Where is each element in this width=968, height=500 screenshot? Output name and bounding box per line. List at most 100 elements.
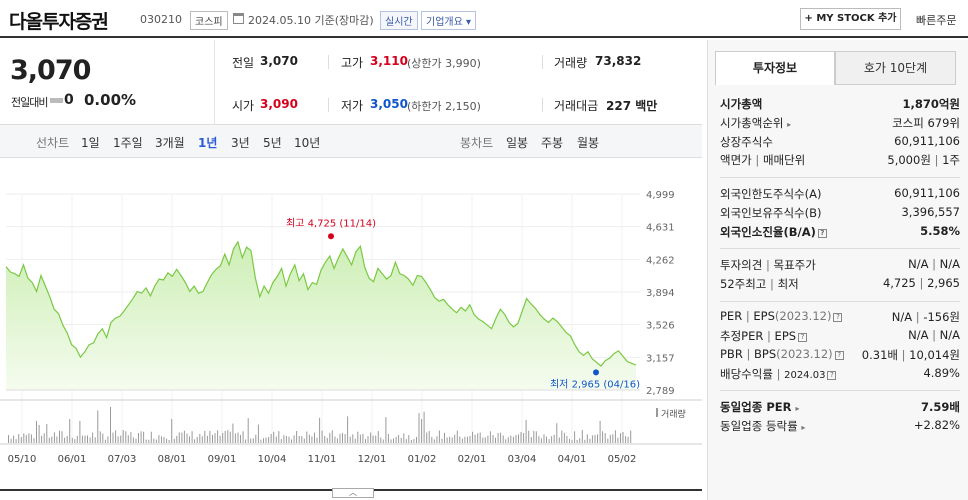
foreign-hold-row: 외국인보유주식수(B) 3,396,557 xyxy=(720,205,960,223)
rank-label[interactable]: 시가총액순위 xyxy=(720,116,784,130)
volume-bar xyxy=(326,437,328,443)
sector-per-label[interactable]: 동일업종 PER xyxy=(720,400,792,414)
prev-close-value: 3,070 xyxy=(260,54,298,68)
candle-daily[interactable]: 일봉 xyxy=(506,136,529,150)
shares-label: 상장주식수 xyxy=(720,135,773,149)
foreign-hold-value: 3,396,557 xyxy=(901,205,960,219)
candle-monthly[interactable]: 월봉 xyxy=(577,136,600,150)
quick-order-link[interactable]: 빠른주문 xyxy=(916,12,956,28)
help-icon[interactable]: ? xyxy=(798,333,808,342)
volume-bar xyxy=(372,435,374,443)
volume-bar xyxy=(505,439,507,443)
volume-bar xyxy=(627,436,629,443)
volume-bar xyxy=(163,437,165,443)
x-tick-label: 08/01 xyxy=(158,454,187,465)
est-per-value: N/A xyxy=(908,328,929,342)
pbr-row: PBR | BPS(2023.12)? 0.31배 | 10,014원 xyxy=(720,347,960,362)
volume-bar xyxy=(20,437,22,443)
volume-bar xyxy=(36,420,37,443)
volume-bar xyxy=(436,436,438,443)
help-icon[interactable]: ? xyxy=(827,371,837,380)
add-my-stock-button[interactable]: + MY STOCK 추가 xyxy=(800,8,901,30)
help-icon[interactable]: ? xyxy=(833,313,843,322)
quick-order-label: 빠른주문 xyxy=(916,14,957,27)
volume-bar xyxy=(418,413,420,443)
volume-bar xyxy=(438,430,440,443)
volume-bar xyxy=(375,435,377,443)
tab-order-book[interactable]: 호가 10단계 xyxy=(835,51,956,85)
volume-bar xyxy=(561,430,563,443)
candle-weekly[interactable]: 주봉 xyxy=(541,136,564,150)
est-per-label: 추정PER xyxy=(720,329,764,343)
volume-bar xyxy=(589,438,591,443)
volume-bar xyxy=(166,438,168,443)
volume-bar xyxy=(495,437,496,443)
realtime-button[interactable]: 실시간 xyxy=(380,11,418,30)
period-1y[interactable]: 1년 xyxy=(198,136,218,150)
max-marker xyxy=(328,233,334,240)
volume-bar xyxy=(64,437,66,443)
period-10y[interactable]: 10년 xyxy=(294,136,321,150)
volume-bar xyxy=(604,433,606,443)
chevron-up-icon: ︿ xyxy=(349,488,357,497)
x-tick-label: 12/01 xyxy=(358,454,387,465)
caret-right-icon: ▸ xyxy=(795,404,800,413)
min-label: 최저 2,965 (04/16) xyxy=(550,378,640,390)
volume-bar xyxy=(342,432,343,443)
volume-bar xyxy=(158,435,160,443)
company-overview-dropdown[interactable]: 기업개요 ▾ xyxy=(421,11,477,30)
volume-bar xyxy=(510,435,512,443)
period-1w[interactable]: 1주일 xyxy=(113,136,143,150)
volume-bar xyxy=(214,433,216,443)
volume-bar xyxy=(502,435,504,443)
sector-change-label[interactable]: 동일업종 등락률 xyxy=(720,419,798,433)
help-icon[interactable]: ? xyxy=(834,351,844,360)
x-tick-label: 07/03 xyxy=(108,454,137,465)
help-icon[interactable]: ? xyxy=(817,229,827,238)
x-tick-label: 06/01 xyxy=(58,454,87,465)
foreign-limit-label: 외국인한도주식수(A) xyxy=(720,187,822,201)
chart-expand-toggle[interactable]: ︿ xyxy=(332,488,374,498)
volume-bar xyxy=(263,438,264,443)
volume-bar xyxy=(487,435,489,443)
market-cap-label: 시가총액 xyxy=(720,97,763,111)
price-chart: 4,999 4,631 4,262 3,894 3,526 3,157 2,789 05/10… xyxy=(0,160,702,500)
volume-bar xyxy=(324,435,326,443)
volume-bar xyxy=(97,410,99,443)
volume-bar xyxy=(489,431,491,443)
volume-bar xyxy=(99,431,101,443)
market-badge: 코스피 xyxy=(190,11,228,30)
dividend-row: 배당수익률 | 2024.03? 4.89% xyxy=(720,366,960,381)
volume-bar xyxy=(408,435,410,443)
tab-investment-info[interactable]: 투자정보 xyxy=(715,51,835,85)
w52-low-value: 2,965 xyxy=(927,276,960,290)
volume-bar xyxy=(569,439,570,443)
change-percent: 0.00% xyxy=(84,91,137,109)
volume-bar xyxy=(553,434,555,443)
volume-bar xyxy=(10,438,12,443)
volume-bar xyxy=(13,435,15,443)
volume-bar xyxy=(543,434,545,443)
volume-bar xyxy=(41,435,43,443)
period-3y[interactable]: 3년 xyxy=(231,136,250,150)
bps-value: 10,014원 xyxy=(909,348,960,362)
period-5y[interactable]: 5년 xyxy=(263,136,282,150)
par-value: 5,000원 xyxy=(887,153,931,167)
target-label: 목표주가 xyxy=(773,258,816,272)
rank-value: 679위 xyxy=(927,116,960,130)
volume-bar xyxy=(265,437,267,443)
period-3m[interactable]: 3개월 xyxy=(155,136,185,150)
volume-bar xyxy=(43,433,45,443)
volume-bar xyxy=(497,433,499,443)
dividend-label: 배당수익률 xyxy=(720,367,773,381)
foreign-limit-row: 외국인한도주식수(A) 60,911,106 xyxy=(720,186,960,204)
volume-bar xyxy=(558,437,560,443)
volume-bar xyxy=(431,436,433,443)
volume-bar xyxy=(122,430,124,443)
volume-bar xyxy=(104,439,106,443)
volume-bar xyxy=(469,435,471,443)
period-1d[interactable]: 1일 xyxy=(81,136,100,150)
volume-bar xyxy=(566,436,568,443)
volume-bar xyxy=(308,434,310,443)
volume-bar xyxy=(377,431,379,443)
